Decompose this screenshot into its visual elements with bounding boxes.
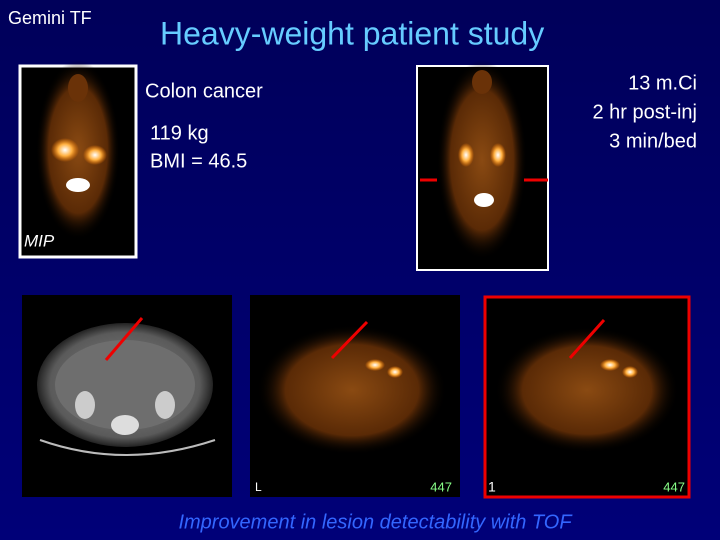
mip-label: MIP [24,231,55,250]
coronal-image [416,60,549,271]
count: 447 [663,479,685,494]
marker: 1 [488,479,496,495]
slide-title: Heavy-weight patient study [160,15,544,51]
scan-time: 3 min/bed [609,130,697,152]
pet-image [250,295,460,497]
mip-image [18,60,138,259]
marker: L [255,480,262,494]
slide-label: Gemini TF [8,8,92,28]
bmi: BMI = 46.5 [150,150,247,172]
count: 447 [430,479,452,494]
weight: 119 kg [150,122,209,144]
dose: 13 m.Ci [628,72,697,94]
ct-image [22,295,232,497]
pet-tof-image [483,295,691,499]
uptake-time: 2 hr post-inj [593,101,698,123]
diagnosis: Colon cancer [145,80,263,102]
caption: Improvement in lesion detectability with… [178,511,573,533]
